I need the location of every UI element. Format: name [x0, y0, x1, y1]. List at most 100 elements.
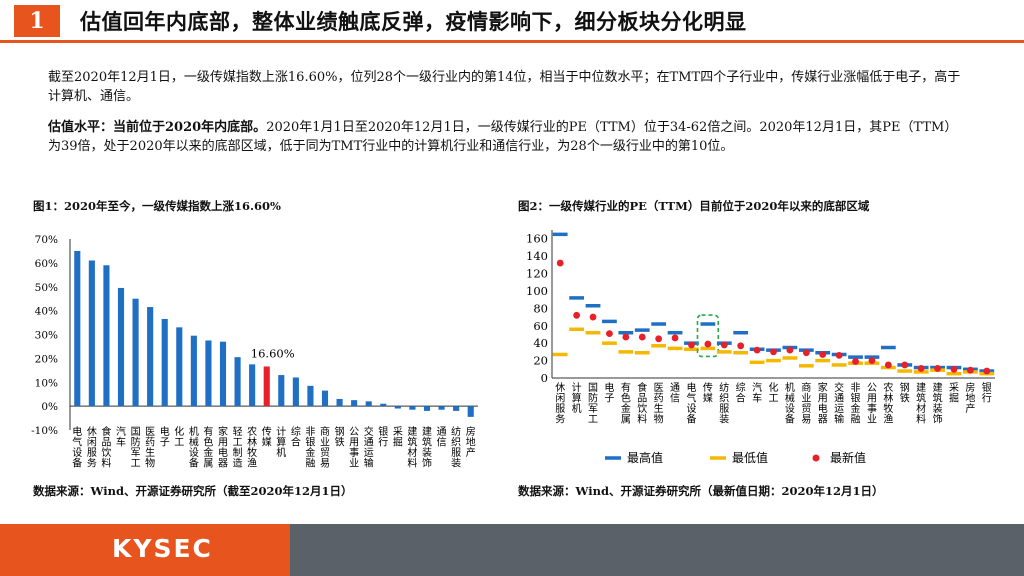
- bar: [176, 327, 183, 407]
- x-tick-label: 食品饮料: [101, 425, 111, 470]
- latest-point: [638, 333, 646, 341]
- latest-point: [737, 342, 745, 350]
- latest-point: [671, 334, 679, 342]
- latest-point: [770, 348, 777, 356]
- x-tick-label: 传媒: [703, 382, 713, 405]
- latest-point: [573, 311, 581, 319]
- bar: [161, 318, 168, 407]
- y-tick-label: 0: [541, 371, 548, 385]
- x-tick-label: 采掘: [393, 426, 403, 449]
- x-tick-label: 综合: [291, 425, 301, 449]
- latest-point: [704, 340, 712, 348]
- x-tick-label: 建筑装饰: [422, 425, 432, 470]
- figure2-source: 数据来源：Wind、开源证券研究所（最新值日期：2020年12月1日）: [518, 484, 884, 498]
- x-tick-label: 商业贸易: [320, 425, 330, 470]
- y-tick-label: 20: [533, 354, 548, 368]
- y-tick-label: 40: [533, 336, 548, 350]
- highlight-box: [696, 314, 720, 358]
- x-tick-label: 计算机: [572, 381, 582, 415]
- x-tick-label: 国防军工: [131, 426, 141, 470]
- x-tick-label: 商业贸易: [801, 381, 811, 426]
- bar: [307, 385, 314, 407]
- bar: [219, 341, 227, 407]
- x-tick-label: 休闲服务: [555, 382, 565, 426]
- x-tick-label: 计算机: [276, 425, 286, 459]
- bar: [132, 298, 139, 407]
- x-tick-label: 电子: [604, 381, 614, 405]
- data-label: 16.60%: [251, 346, 295, 360]
- x-tick-label: 食品饮料: [637, 381, 647, 426]
- y-tick-label: 160: [526, 232, 548, 246]
- x-tick-label: 国防军工: [588, 382, 598, 426]
- x-tick-label: 化工: [174, 425, 184, 449]
- latest-point: [589, 313, 597, 321]
- x-tick-label: 医药生物: [145, 426, 155, 470]
- latest-point: [753, 346, 761, 354]
- bar: [409, 406, 416, 410]
- valuation-lead: 估值水平：当前位于2020年内底部。: [48, 120, 267, 135]
- x-tick-label: 医药生物: [654, 382, 664, 426]
- legend-label: 最新值: [830, 450, 866, 465]
- x-tick-label: 电气设备: [686, 381, 696, 426]
- latest-point: [786, 346, 794, 354]
- latest-point: [983, 367, 991, 375]
- x-tick-label: 农林牧渔: [883, 381, 893, 426]
- x-tick-label: 休闲服务: [87, 426, 97, 470]
- valuation-paragraph: 估值水平：当前位于2020年内底部。2020年1月1日至2020年12月1日，一…: [48, 118, 963, 156]
- x-tick-label: 电子: [160, 425, 170, 449]
- bar: [423, 406, 431, 411]
- latest-point: [835, 351, 843, 359]
- pe-range-chart: 0 20 40 60 80 100 120 140 160 休闲服务计算机国防军工电子有色金属食品…: [526, 230, 995, 465]
- x-tick-label: 农林牧渔: [247, 425, 257, 470]
- y-tick-label: 10%: [35, 377, 58, 389]
- bar: [234, 357, 241, 407]
- x-tick-label: 轻工制造: [233, 425, 243, 470]
- latest-point: [655, 335, 663, 343]
- y-tick-label: 50%: [35, 282, 58, 294]
- x-tick-label: 汽车: [752, 381, 762, 405]
- x-tick-label: 房地产: [965, 381, 975, 415]
- x-tick-label: 公用事业: [867, 383, 877, 426]
- bar: [380, 403, 387, 407]
- latest-point: [819, 351, 827, 358]
- footer-band: [290, 524, 1024, 576]
- bar: [336, 398, 343, 407]
- y-tick-label: 30%: [35, 330, 58, 342]
- bar: [205, 340, 212, 407]
- x-tick-label: 银行: [982, 381, 992, 405]
- x-tick-label: 汽车: [116, 425, 126, 449]
- x-tick-label: 传媒: [262, 426, 272, 449]
- x-tick-label: 纺织服装: [451, 425, 461, 470]
- y-tick-label: 20%: [35, 353, 58, 365]
- y-tick-label: -10%: [31, 425, 58, 437]
- latest-point: [884, 361, 892, 369]
- x-tick-label: 机械设备: [785, 381, 795, 426]
- legend-swatch: [812, 454, 820, 462]
- y-tick-label: 140: [526, 249, 548, 263]
- x-tick-label: 银行: [378, 425, 388, 449]
- x-tick-label: 非银金融: [851, 382, 861, 426]
- x-tick-label: 通信: [670, 382, 680, 405]
- y-tick-label: 120: [526, 267, 548, 281]
- bar: [351, 400, 358, 407]
- latest-point: [720, 341, 728, 349]
- bar: [88, 260, 95, 407]
- y-tick-label: 60%: [35, 258, 58, 270]
- valuation-text: 2020年1月1日至2020年12月1日，一级传媒行业的PE（TTM）位于34-…: [48, 120, 958, 154]
- x-tick-label: 建筑装饰: [933, 381, 943, 426]
- latest-point: [966, 366, 974, 374]
- x-tick-label: 交通运输: [364, 425, 374, 470]
- bar: [117, 287, 125, 407]
- bar: [292, 377, 299, 407]
- latest-point: [622, 333, 630, 341]
- latest-point: [934, 365, 941, 372]
- brand-logo: KYSEC: [112, 534, 213, 563]
- legend-label: 最高值: [627, 450, 663, 465]
- bar: [278, 375, 285, 407]
- x-tick-label: 通信: [437, 426, 447, 449]
- x-tick-label: 钢铁: [900, 381, 910, 405]
- x-tick-label: 化工: [769, 381, 779, 405]
- figure1-source: 数据来源：Wind、开源证券研究所（截至2020年12月1日）: [33, 484, 353, 498]
- x-tick-label: 建筑材料: [407, 425, 417, 470]
- page-header: 1 估值回年内底部，整体业绩触底反弹，疫情影响下，细分板块分化明显: [0, 0, 1024, 44]
